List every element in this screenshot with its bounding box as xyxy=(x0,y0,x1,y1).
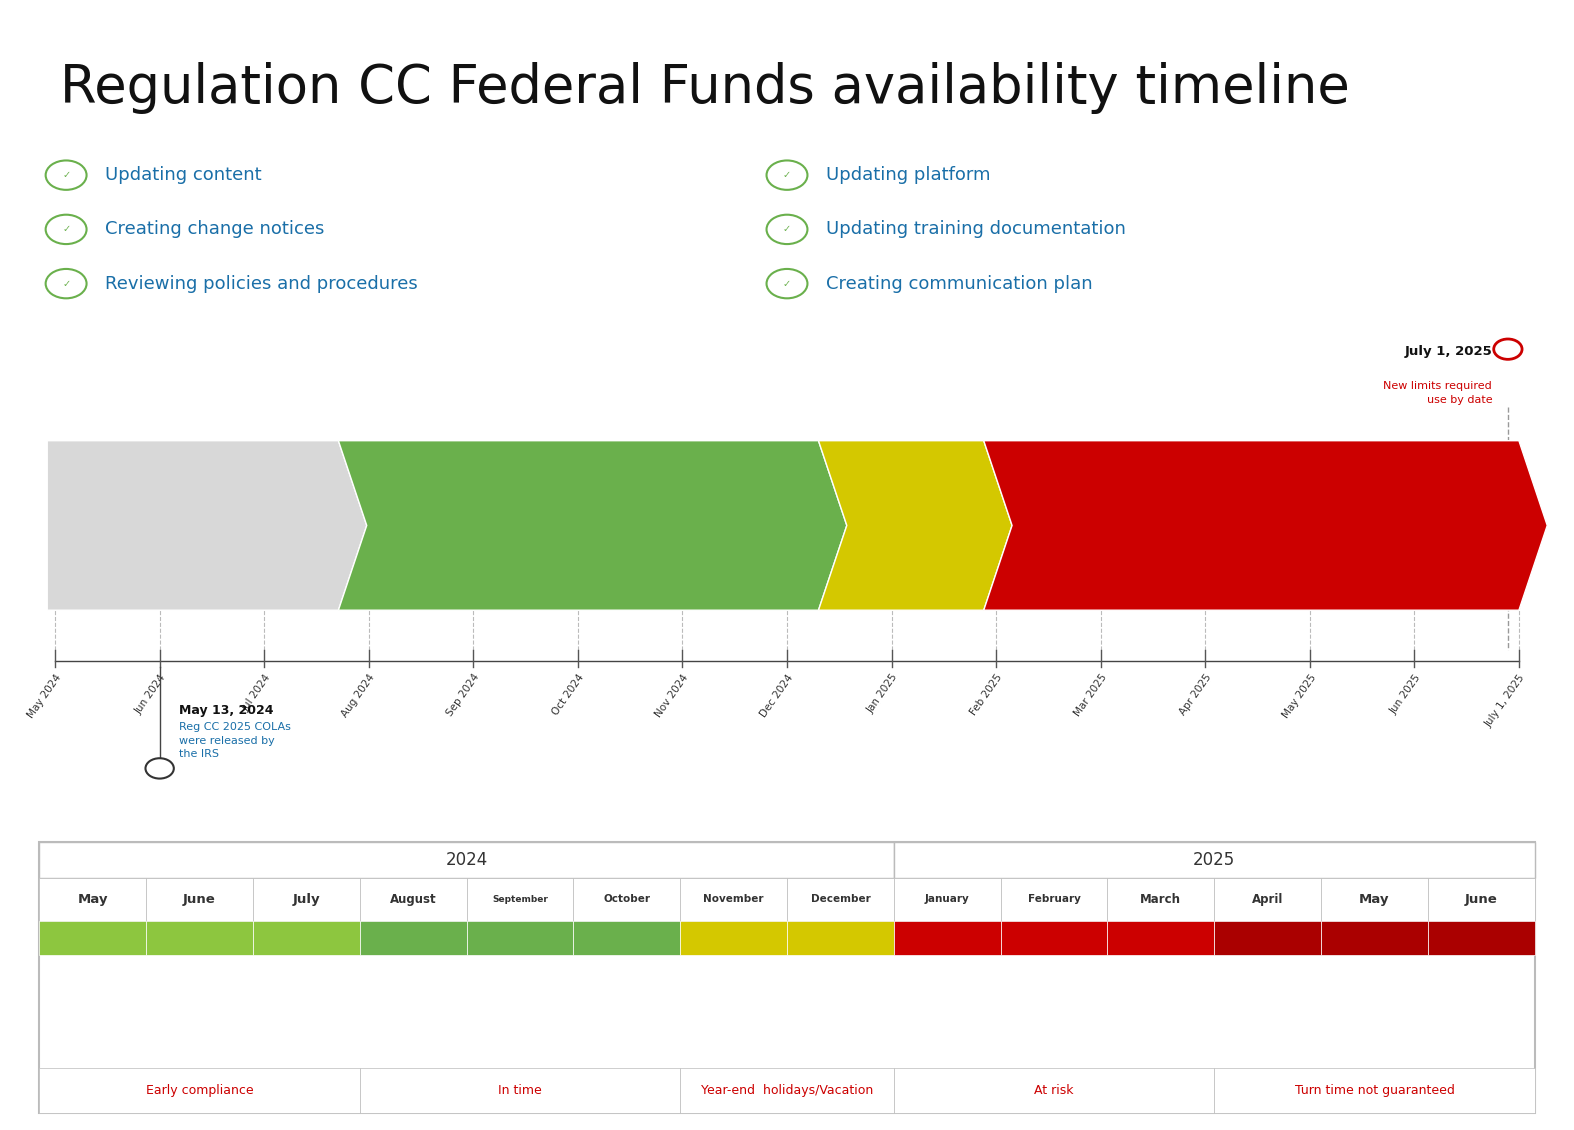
Text: July: July xyxy=(293,893,320,906)
Text: June: June xyxy=(1465,893,1497,906)
Bar xyxy=(573,878,680,921)
Bar xyxy=(1321,921,1428,955)
Bar xyxy=(680,921,787,955)
Bar xyxy=(787,878,894,921)
Text: August: August xyxy=(390,893,436,906)
Text: ✓: ✓ xyxy=(782,171,792,180)
Bar xyxy=(894,842,1535,878)
Text: June: June xyxy=(183,893,216,906)
Bar xyxy=(39,1068,360,1113)
Text: Jun 2024: Jun 2024 xyxy=(134,672,168,715)
Text: ✓: ✓ xyxy=(61,171,71,180)
Bar xyxy=(680,1068,894,1113)
Text: ✓: ✓ xyxy=(61,225,71,234)
Text: Nov 2024: Nov 2024 xyxy=(653,672,691,719)
Text: May 2025: May 2025 xyxy=(1281,672,1317,720)
Bar xyxy=(680,878,787,921)
Text: Oct 2024: Oct 2024 xyxy=(551,672,586,718)
Bar xyxy=(1214,1068,1535,1113)
Text: Regulation CC Federal Funds availability timeline: Regulation CC Federal Funds availability… xyxy=(60,62,1349,114)
Circle shape xyxy=(145,758,173,779)
Bar xyxy=(146,921,253,955)
Text: July 1, 2025: July 1, 2025 xyxy=(1404,345,1492,358)
Text: Ensure that updates and change notices
are completed to be included in the 2024
: Ensure that updates and change notices a… xyxy=(464,501,721,550)
Bar xyxy=(360,1068,680,1113)
Text: November: November xyxy=(704,895,763,904)
Bar xyxy=(573,921,680,955)
Bar xyxy=(466,921,573,955)
Text: ✓: ✓ xyxy=(782,279,792,288)
Text: Feb 2025: Feb 2025 xyxy=(968,672,1004,718)
Text: May 13, 2024: May 13, 2024 xyxy=(178,704,272,718)
Bar xyxy=(1001,921,1108,955)
Text: Creating change notices: Creating change notices xyxy=(105,220,324,238)
Bar xyxy=(1321,878,1428,921)
Text: Year-end
holidays and
vacation
time: Year-end holidays and vacation time xyxy=(875,501,955,550)
Bar xyxy=(39,842,894,878)
Text: Updating content: Updating content xyxy=(105,166,263,184)
Bar xyxy=(787,921,894,955)
Bar xyxy=(1214,878,1321,921)
Text: ✓: ✓ xyxy=(61,279,71,288)
Bar xyxy=(1108,878,1214,921)
Text: May: May xyxy=(1360,893,1390,906)
Text: Dec 2024: Dec 2024 xyxy=(759,672,795,719)
Bar xyxy=(1428,921,1535,955)
Text: Jun 2025: Jun 2025 xyxy=(1388,672,1423,715)
Polygon shape xyxy=(984,441,1547,610)
Bar xyxy=(466,878,573,921)
Bar xyxy=(1214,921,1321,955)
Text: Apr 2025: Apr 2025 xyxy=(1177,672,1214,718)
Polygon shape xyxy=(818,441,1012,610)
Bar xyxy=(39,921,146,955)
Text: September: September xyxy=(493,895,548,904)
Text: New limits required
use by date: New limits required use by date xyxy=(1384,381,1492,405)
Bar xyxy=(39,842,1535,1113)
Text: Start the review of your platform,
policies and procedures, and training
documen: Start the review of your platform, polic… xyxy=(76,486,310,565)
Text: Sep 2024: Sep 2024 xyxy=(445,672,482,719)
Text: Aug 2024: Aug 2024 xyxy=(340,672,376,719)
Bar xyxy=(894,921,1001,955)
Text: Jan 2025: Jan 2025 xyxy=(866,672,900,715)
Bar xyxy=(253,878,360,921)
Bar xyxy=(894,1068,1214,1113)
Text: In time: In time xyxy=(497,1084,541,1097)
Text: Reviewing policies and procedures: Reviewing policies and procedures xyxy=(105,275,419,293)
Text: 2024: 2024 xyxy=(445,851,488,869)
Text: Year-end  holidays/Vacation: Year-end holidays/Vacation xyxy=(700,1084,874,1097)
Bar xyxy=(1428,878,1535,921)
Text: Creating communication plan: Creating communication plan xyxy=(826,275,1092,293)
Text: July 1, 2025: July 1, 2025 xyxy=(1484,672,1527,729)
Bar xyxy=(1001,878,1108,921)
Text: Turn time not guaranteed: Turn time not guaranteed xyxy=(1294,1084,1454,1097)
Polygon shape xyxy=(338,441,847,610)
Text: Updating platform: Updating platform xyxy=(826,166,992,184)
Bar xyxy=(1108,921,1214,955)
Bar xyxy=(360,878,466,921)
Text: Updating training documentation: Updating training documentation xyxy=(826,220,1127,238)
Text: March: March xyxy=(1140,893,1182,906)
Bar xyxy=(146,878,253,921)
Text: Orders placed for updates
within this timeframe may not
be completed by the mand: Orders placed for updates within this ti… xyxy=(1165,501,1366,550)
Text: May 2024: May 2024 xyxy=(25,672,63,720)
Text: December: December xyxy=(811,895,870,904)
Text: October: October xyxy=(603,895,650,904)
Text: Mar 2025: Mar 2025 xyxy=(1072,672,1108,719)
Bar xyxy=(360,921,466,955)
Bar xyxy=(39,878,146,921)
Text: Jul 2024: Jul 2024 xyxy=(239,672,272,713)
Text: April: April xyxy=(1251,893,1283,906)
Bar xyxy=(253,921,360,955)
Text: February: February xyxy=(1028,895,1080,904)
Text: Reg CC 2025 COLAs
were released by
the IRS: Reg CC 2025 COLAs were released by the I… xyxy=(178,722,291,759)
Text: May: May xyxy=(77,893,109,906)
Polygon shape xyxy=(47,441,367,610)
Bar xyxy=(894,878,1001,921)
Text: Early compliance: Early compliance xyxy=(146,1084,253,1097)
Text: At risk: At risk xyxy=(1034,1084,1073,1097)
Text: ✓: ✓ xyxy=(782,225,792,234)
Text: January: January xyxy=(926,895,970,904)
Text: 2025: 2025 xyxy=(1193,851,1236,869)
